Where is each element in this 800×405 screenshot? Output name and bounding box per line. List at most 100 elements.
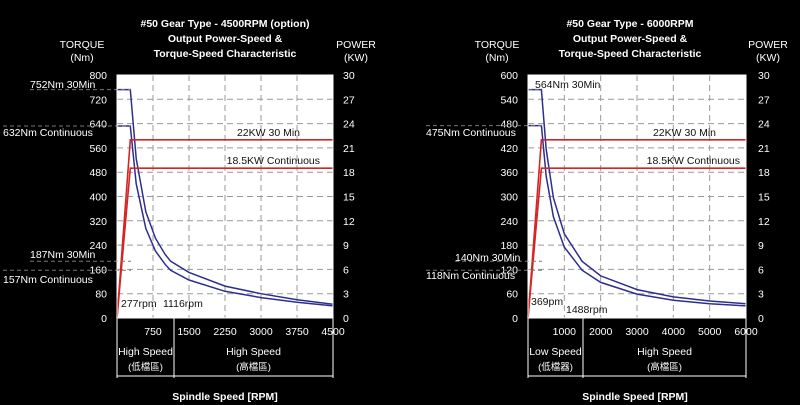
chart-title-line: Output Power-Speed &	[168, 33, 283, 45]
power-tick-label: 18	[343, 167, 355, 179]
power-tick-label: 0	[758, 313, 764, 325]
x-axis-label: Spindle Speed [RPM]	[582, 391, 688, 403]
power-tick-label: 21	[343, 143, 355, 155]
power-axis-title: POWER	[336, 39, 376, 51]
power-curve	[116, 139, 333, 319]
power-tick-label: 12	[758, 216, 770, 228]
torque-curve	[528, 124, 747, 307]
power-axis-title: POWER	[748, 39, 788, 51]
power-limit-label: 22KW 30 Min	[653, 127, 716, 139]
power-tick-label: 12	[343, 216, 355, 228]
power-tick-label: 3	[758, 289, 764, 301]
power-tick-label: 6	[343, 264, 349, 276]
power-limit-label: 22KW 30 Min	[237, 127, 300, 139]
torque-tick-label: 360	[500, 167, 518, 179]
torque-tick-label: 480	[89, 167, 107, 179]
power-limit-label: 18.5KW Continuous	[647, 155, 740, 167]
speed-tick-label: 3000	[625, 326, 649, 338]
range-name: High Speed	[118, 346, 173, 358]
speed-tick-label: 4000	[662, 326, 686, 338]
speed-mark-label: 1488rpm	[566, 304, 608, 316]
range-name: High Speed	[226, 346, 281, 358]
power-tick-label: 0	[343, 313, 349, 325]
power-curve	[116, 167, 333, 319]
torque-tick-label: 160	[89, 264, 107, 276]
torque-tick-label: 320	[89, 216, 107, 228]
power-tick-label: 9	[758, 240, 764, 252]
speed-tick-label: 3000	[249, 326, 273, 338]
torque-value-label: 475Nm Continuous	[426, 127, 516, 139]
torque-tick-label: 480	[500, 119, 518, 131]
chart-title-line: #50 Gear Type - 6000RPM	[566, 18, 693, 30]
power-tick-label: 21	[758, 143, 770, 155]
range-sub: (高檔區)	[236, 361, 271, 373]
torque-value-label: 157Nm Continuous	[3, 274, 93, 286]
power-tick-label: 27	[343, 94, 355, 106]
speed-tick-label: 3750	[285, 326, 309, 338]
torque-tick-label: 300	[500, 192, 518, 204]
power-tick-label: 24	[343, 119, 355, 131]
speed-mark-label: 277rpm	[121, 298, 157, 310]
torque-tick-label: 0	[512, 313, 518, 325]
speed-mark-label: 369pm	[531, 296, 563, 308]
speed-tick-label: 1000	[553, 326, 577, 338]
torque-tick-label: 560	[89, 143, 107, 155]
torque-tick-label: 800	[89, 70, 107, 82]
range-name: Low Speed	[529, 346, 582, 358]
speed-tick-label: 2000	[589, 326, 613, 338]
power-tick-label: 6	[758, 264, 764, 276]
chart-title-line: Output Power-Speed &	[573, 33, 688, 45]
torque-tick-label: 120	[500, 264, 518, 276]
torque-axis-title: (Nm)	[70, 52, 93, 64]
torque-tick-label: 240	[89, 240, 107, 252]
torque-value-label: 140Nm 30Min	[455, 252, 521, 264]
speed-tick-label: 2250	[213, 326, 237, 338]
speed-tick-label: 750	[144, 326, 162, 338]
torque-axis-title: (Nm)	[485, 52, 508, 64]
torque-value-label: 564Nm 30Min	[535, 79, 601, 91]
torque-axis-title: TORQUE	[475, 39, 520, 51]
chart-1: #50 Gear Type - 4500RPM (option) Output P…	[3, 18, 376, 403]
torque-tick-label: 640	[89, 119, 107, 131]
power-tick-label: 15	[758, 192, 770, 204]
torque-tick-label: 400	[89, 192, 107, 204]
chart-title-line: Torque-Speed Characteristic	[154, 48, 297, 60]
power-tick-label: 27	[758, 94, 770, 106]
plot-frame	[116, 74, 334, 319]
speed-tick-label: 1500	[177, 326, 201, 338]
power-tick-label: 24	[758, 119, 770, 131]
torque-value-label: 632Nm Continuous	[3, 127, 93, 139]
torque-curve	[117, 125, 334, 307]
torque-tick-label: 60	[506, 289, 518, 301]
chart-title-line: Torque-Speed Characteristic	[559, 48, 702, 60]
power-axis-title: (KW)	[756, 52, 780, 64]
torque-tick-label: 240	[500, 216, 518, 228]
torque-tick-label: 600	[500, 70, 518, 82]
power-tick-label: 3	[343, 289, 349, 301]
power-axis-title: (KW)	[344, 52, 368, 64]
torque-tick-label: 180	[500, 240, 518, 252]
speed-mark-label: 1116rpm	[163, 298, 203, 310]
torque-tick-label: 420	[500, 143, 518, 155]
power-curve	[527, 167, 746, 319]
torque-value-label: 118Nm Continuous	[426, 270, 515, 282]
power-tick-label: 30	[343, 70, 355, 82]
range-name: High Speed	[637, 346, 692, 358]
power-tick-label: 9	[343, 240, 349, 252]
range-sub: (低檔區)	[128, 361, 163, 373]
torque-tick-label: 540	[500, 94, 518, 106]
torque-value-label: 187Nm 30Min	[30, 249, 96, 261]
plot-frame	[527, 74, 747, 319]
torque-tick-label: 0	[101, 313, 107, 325]
power-tick-label: 15	[343, 192, 355, 204]
range-sub: (低檔器)	[538, 361, 573, 373]
torque-tick-label: 720	[89, 94, 107, 106]
power-curve	[527, 139, 746, 319]
torque-tick-label: 80	[95, 289, 107, 301]
power-tick-label: 18	[758, 167, 770, 179]
chart-title-line: #50 Gear Type - 4500RPM (option)	[140, 18, 309, 30]
chart-2: #50 Gear Type - 6000RPM Output Power-Spee…	[426, 18, 788, 403]
power-tick-label: 30	[758, 70, 770, 82]
